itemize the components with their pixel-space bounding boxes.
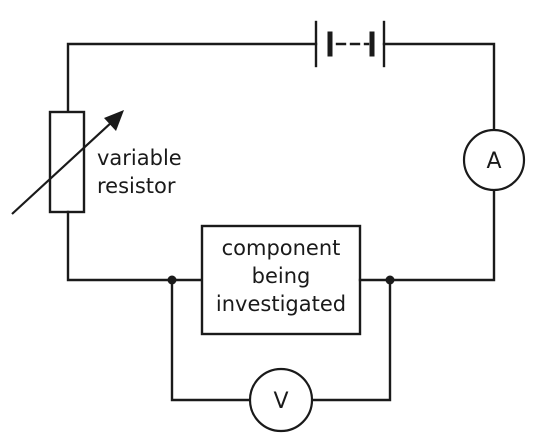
arrow-head [104, 110, 124, 131]
voltmeter-label: V [273, 389, 288, 414]
variable-resistor-label-line1: variable [97, 146, 182, 170]
variable-resistor-arrow [11, 110, 124, 215]
ammeter-label: A [486, 149, 501, 174]
junction-right [385, 275, 395, 285]
wire-right-bottom [358, 184, 496, 282]
voltmeter-circle [248, 367, 314, 433]
variable-resistor-label-line2: resistor [97, 174, 176, 198]
wire-top-left [66, 42, 318, 114]
component-label-line2: being [252, 264, 311, 288]
ammeter-circle [462, 128, 526, 192]
wire-voltmeter-branch [170, 278, 392, 402]
battery-symbol [314, 20, 386, 68]
component-box [200, 224, 362, 336]
component-label-line1: component [222, 236, 341, 260]
junction-left [167, 275, 177, 285]
component-label-line3: investigated [216, 292, 346, 316]
arrow-line [11, 120, 114, 215]
wire-left-bottom [66, 210, 204, 282]
wire-top-right [382, 42, 496, 136]
